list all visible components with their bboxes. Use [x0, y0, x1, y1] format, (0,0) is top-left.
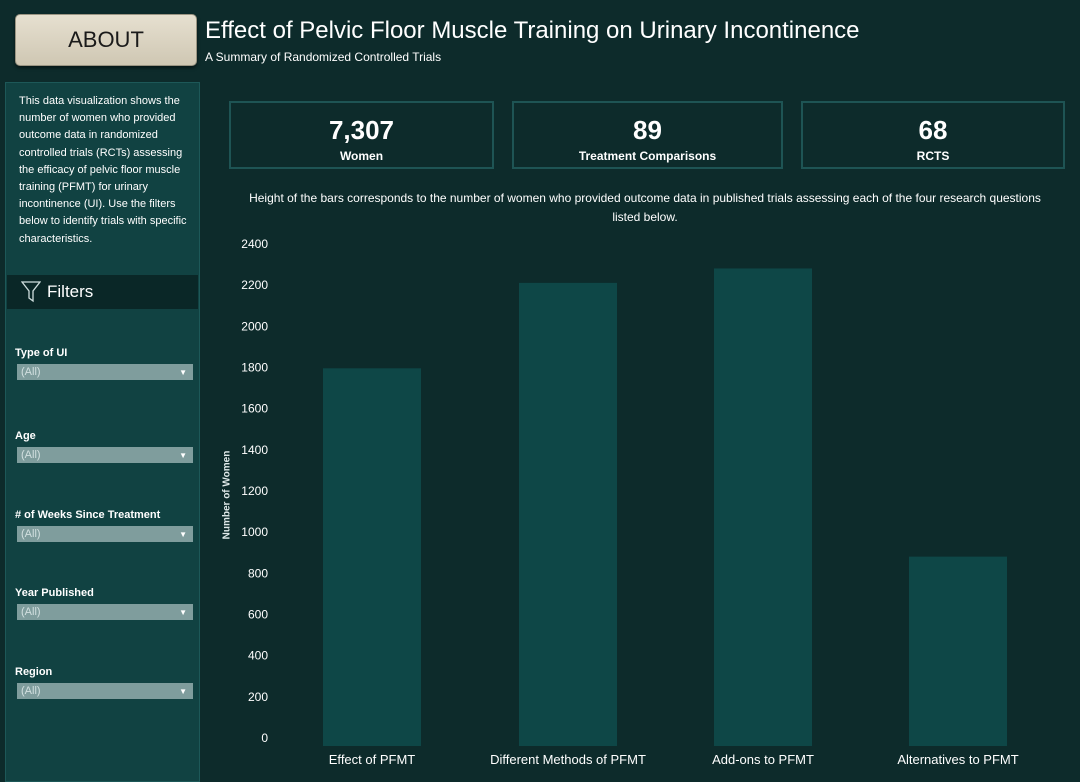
filter-icon — [21, 281, 41, 303]
sidebar: This data visualization shows the number… — [5, 82, 200, 782]
filters-header: Filters — [7, 275, 198, 309]
filter-value: (All) — [21, 528, 41, 540]
page-subtitle: A Summary of Randomized Controlled Trial… — [205, 50, 442, 64]
about-button[interactable]: ABOUT — [15, 14, 197, 66]
y-tick-label: 1400 — [241, 443, 268, 457]
kpi-value: 89 — [633, 115, 662, 145]
chart-description: Height of the bars corresponds to the nu… — [249, 191, 1041, 224]
bar[interactable] — [714, 268, 812, 746]
y-tick-label: 2000 — [241, 319, 268, 333]
filter-select-region[interactable]: (All) ▼ — [17, 683, 193, 699]
y-tick-label: 1000 — [241, 525, 268, 539]
y-tick-label: 1200 — [241, 484, 268, 498]
x-tick-label: Effect of PFMT — [329, 752, 416, 767]
y-tick-label: 2200 — [241, 278, 268, 292]
dropdown-arrow-icon: ▼ — [179, 529, 187, 539]
y-tick-label: 800 — [248, 566, 268, 580]
x-tick-label: Add-ons to PFMT — [712, 752, 814, 767]
x-tick-label: Different Methods of PFMT — [490, 752, 646, 767]
dropdown-arrow-icon: ▼ — [179, 686, 187, 696]
filter-label-region: Region — [15, 666, 53, 678]
y-tick-label: 600 — [248, 608, 268, 622]
bar[interactable] — [909, 556, 1007, 746]
filter-select-type-of-ui[interactable]: (All) ▼ — [17, 364, 193, 380]
dropdown-arrow-icon: ▼ — [179, 607, 187, 617]
y-tick-label: 2400 — [241, 237, 268, 251]
intro-text: This data visualization shows the number… — [19, 95, 187, 245]
bar[interactable] — [519, 282, 617, 746]
bar[interactable] — [323, 368, 421, 746]
filter-value: (All) — [21, 449, 41, 461]
filter-value: (All) — [21, 606, 41, 618]
filters-title: Filters — [47, 282, 94, 301]
kpi-rcts: 68 RCTS — [801, 101, 1065, 169]
filter-label-type-of-ui: Type of UI — [15, 347, 68, 359]
filter-value: (All) — [21, 366, 41, 378]
kpi-label: Treatment Comparisons — [578, 149, 717, 163]
filter-select-weeks-since-treatment[interactable]: (All) ▼ — [17, 526, 193, 542]
y-tick-label: 1800 — [241, 361, 268, 375]
page-title: Effect of Pelvic Floor Muscle Training o… — [205, 17, 860, 44]
kpi-value: 7,307 — [328, 115, 395, 145]
y-tick-label: 1600 — [241, 402, 268, 416]
kpi-women: 7,307 Women — [229, 101, 494, 169]
filter-label-weeks-since-treatment: # of Weeks Since Treatment — [15, 509, 161, 521]
dropdown-arrow-icon: ▼ — [179, 450, 187, 460]
filter-select-age[interactable]: (All) ▼ — [17, 447, 193, 463]
x-tick-label: Alternatives to PFMT — [897, 752, 1018, 767]
filter-value: (All) — [21, 685, 41, 697]
filter-label-year-published: Year Published — [15, 587, 94, 599]
filter-label-age: Age — [15, 430, 36, 442]
dropdown-arrow-icon: ▼ — [179, 367, 187, 377]
kpi-value: 68 — [918, 115, 948, 145]
kpi-treatment-comparisons: 89 Treatment Comparisons — [512, 101, 783, 169]
y-tick-label: 400 — [248, 649, 268, 663]
kpi-label: RCTS — [916, 149, 950, 163]
y-tick-label: 200 — [248, 690, 268, 704]
y-tick-label: 0 — [261, 731, 268, 745]
filter-select-year-published[interactable]: (All) ▼ — [17, 604, 193, 620]
kpi-label: Women — [339, 149, 384, 163]
